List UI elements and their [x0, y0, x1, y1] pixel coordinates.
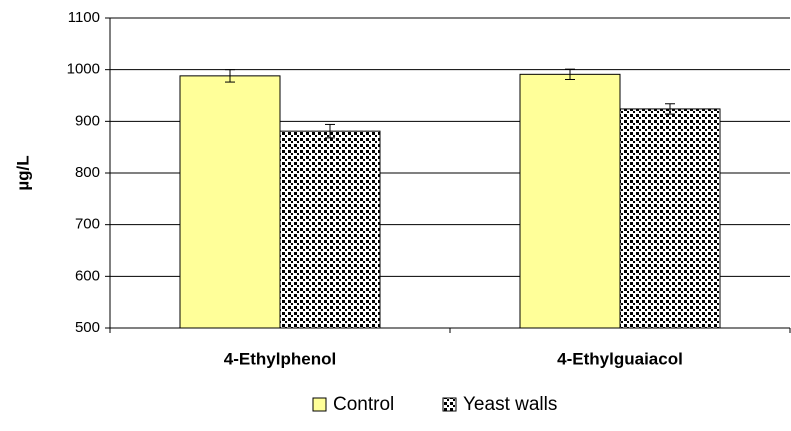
y-tick-label: 600	[75, 267, 100, 284]
legend-label: Control	[333, 394, 394, 415]
bar	[279, 130, 381, 329]
legend-label: Yeast walls	[463, 394, 557, 415]
legend-swatch	[312, 397, 327, 412]
x-tick-label: 4-Ethylguaiacol	[557, 349, 683, 368]
y-tick-label: 1000	[67, 61, 100, 78]
y-axis-label: µg/L	[13, 155, 32, 190]
bar	[519, 73, 621, 329]
legend-swatch	[442, 397, 457, 412]
error-bar	[565, 68, 575, 80]
y-tick-label: 500	[75, 319, 100, 336]
bar	[179, 75, 281, 329]
error-bar	[325, 123, 335, 139]
y-tick-label: 900	[75, 112, 100, 129]
y-tick-label: 800	[75, 164, 100, 181]
error-bar	[225, 69, 235, 83]
bar	[619, 108, 721, 329]
y-tick-label: 700	[75, 216, 100, 233]
x-tick-label: 4-Ethylphenol	[224, 349, 336, 368]
y-tick-label: 1100	[68, 9, 100, 26]
error-bar	[665, 103, 675, 115]
